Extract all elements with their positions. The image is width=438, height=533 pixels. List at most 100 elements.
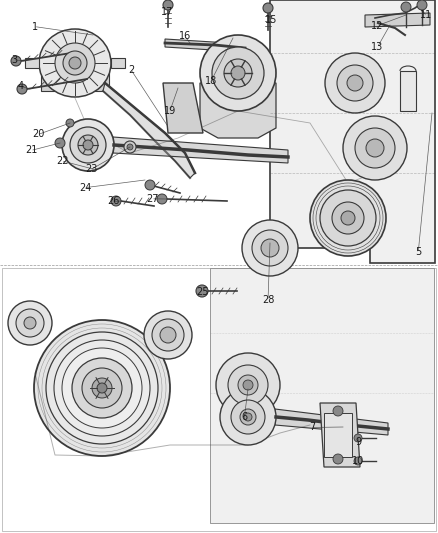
Text: 15: 15 [265, 15, 277, 25]
Polygon shape [103, 83, 195, 178]
Circle shape [252, 230, 288, 266]
Polygon shape [324, 413, 352, 457]
Text: 21: 21 [25, 146, 38, 155]
Circle shape [63, 51, 87, 75]
Circle shape [261, 239, 279, 257]
Text: 11: 11 [420, 10, 432, 20]
Polygon shape [41, 73, 109, 91]
Polygon shape [270, 0, 435, 263]
Text: 10: 10 [352, 456, 364, 466]
Circle shape [332, 202, 364, 234]
Text: 23: 23 [85, 165, 97, 174]
Circle shape [145, 180, 155, 190]
Circle shape [337, 65, 373, 101]
Circle shape [341, 211, 355, 225]
Polygon shape [25, 58, 39, 68]
Circle shape [127, 144, 133, 150]
Text: 2: 2 [128, 66, 134, 75]
Circle shape [83, 140, 93, 150]
Circle shape [224, 59, 252, 87]
Text: 27: 27 [146, 194, 159, 204]
Polygon shape [365, 13, 430, 27]
Circle shape [310, 180, 386, 256]
Text: 25: 25 [196, 287, 208, 297]
Circle shape [325, 53, 385, 113]
Circle shape [242, 220, 298, 276]
Circle shape [92, 378, 112, 398]
Circle shape [97, 383, 107, 393]
Circle shape [11, 56, 21, 66]
Circle shape [16, 309, 44, 337]
Text: 28: 28 [262, 295, 274, 304]
Circle shape [343, 116, 407, 180]
Circle shape [244, 413, 252, 421]
Circle shape [333, 454, 343, 464]
Text: 13: 13 [371, 42, 384, 52]
Circle shape [320, 190, 376, 246]
Polygon shape [113, 137, 288, 163]
Circle shape [347, 75, 363, 91]
Circle shape [366, 139, 384, 157]
Text: 4: 4 [18, 82, 24, 91]
Circle shape [54, 340, 150, 436]
Circle shape [66, 119, 74, 127]
Circle shape [417, 0, 427, 10]
Circle shape [240, 409, 256, 425]
Text: 3: 3 [11, 55, 17, 64]
Circle shape [355, 128, 395, 168]
Circle shape [163, 0, 173, 10]
Circle shape [34, 320, 170, 456]
Polygon shape [200, 83, 276, 138]
Circle shape [62, 119, 114, 171]
Circle shape [354, 434, 362, 442]
Circle shape [160, 327, 176, 343]
Text: 22: 22 [56, 156, 68, 166]
Circle shape [78, 135, 98, 155]
Circle shape [8, 301, 52, 345]
Circle shape [200, 35, 276, 111]
Circle shape [216, 353, 280, 417]
Circle shape [24, 317, 36, 329]
Text: 6: 6 [241, 412, 247, 422]
Circle shape [17, 84, 27, 94]
Circle shape [55, 43, 95, 83]
Text: 12: 12 [371, 21, 384, 30]
Circle shape [196, 285, 208, 297]
Circle shape [72, 358, 132, 418]
Polygon shape [165, 39, 245, 52]
Circle shape [401, 2, 411, 12]
Circle shape [111, 196, 121, 206]
Circle shape [354, 457, 362, 465]
Circle shape [243, 380, 253, 390]
Circle shape [263, 3, 273, 13]
Polygon shape [210, 268, 434, 523]
Circle shape [82, 368, 122, 408]
Circle shape [70, 127, 106, 163]
Circle shape [212, 47, 264, 99]
Circle shape [333, 406, 343, 416]
Polygon shape [163, 83, 203, 133]
Circle shape [144, 311, 192, 359]
Ellipse shape [39, 29, 111, 97]
Circle shape [157, 194, 167, 204]
Bar [0, 0, 438, 263]
Text: 17: 17 [161, 7, 173, 17]
Text: 1: 1 [32, 22, 38, 31]
Circle shape [220, 389, 276, 445]
Circle shape [124, 141, 136, 153]
Text: 9: 9 [355, 438, 361, 447]
Circle shape [231, 400, 265, 434]
Text: 19: 19 [164, 106, 176, 116]
Polygon shape [111, 58, 125, 68]
Circle shape [231, 66, 245, 80]
Circle shape [238, 375, 258, 395]
Bar [2, 268, 436, 531]
Circle shape [228, 365, 268, 405]
Circle shape [152, 319, 184, 351]
Text: 7: 7 [309, 423, 315, 432]
Circle shape [46, 332, 158, 444]
Text: 26: 26 [107, 197, 119, 206]
Polygon shape [400, 71, 416, 111]
Text: 20: 20 [32, 130, 45, 139]
Text: 16: 16 [179, 31, 191, 41]
